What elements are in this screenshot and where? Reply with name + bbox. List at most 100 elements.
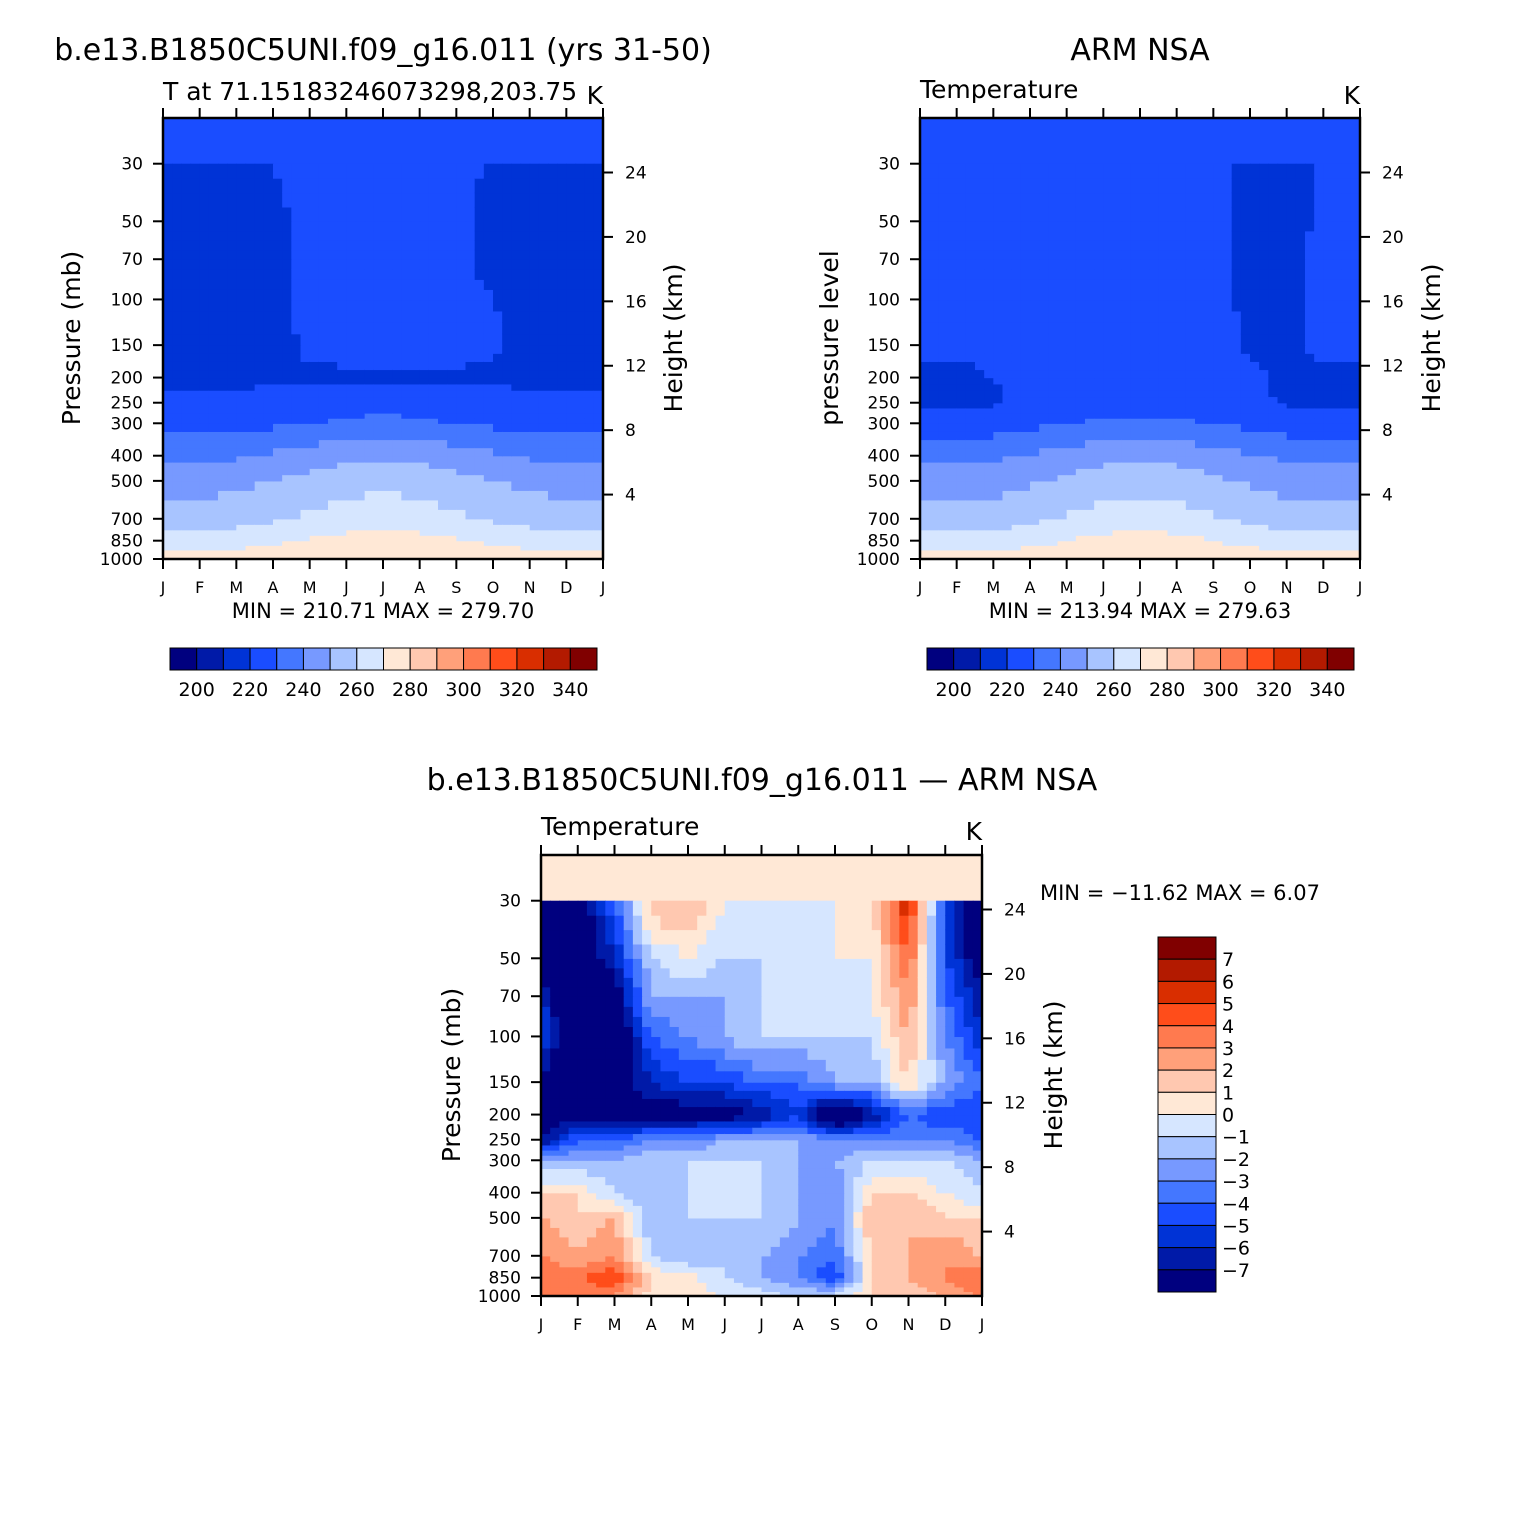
- model-cell: [254, 474, 265, 482]
- obs-cell: [938, 178, 949, 194]
- obs-cell: [1030, 361, 1040, 371]
- model-cell: [493, 402, 503, 409]
- diff-field: [541, 855, 982, 1296]
- model-cell: [428, 230, 439, 241]
- model-cell: [575, 259, 586, 270]
- model-cell: [383, 468, 393, 476]
- model-cell: [163, 192, 173, 208]
- obs-cell: [1112, 390, 1123, 398]
- model-cell: [465, 163, 476, 179]
- model-cell: [447, 361, 457, 371]
- obs-cell: [1240, 289, 1251, 301]
- obs-cell: [1057, 509, 1068, 520]
- model-cell: [300, 240, 311, 251]
- obs-cell: [1268, 535, 1279, 542]
- model-cell: [218, 407, 228, 414]
- model-cell: [520, 447, 531, 457]
- model-cell: [410, 377, 421, 385]
- obs-cell: [1103, 345, 1114, 354]
- model-cell: [163, 447, 173, 457]
- model-cell: [483, 529, 494, 536]
- obs-cell: [1121, 310, 1132, 323]
- obs-cell: [1350, 549, 1360, 556]
- obs-cell: [1048, 418, 1059, 424]
- model-cell: [593, 474, 603, 482]
- obs-cell: [1176, 240, 1187, 251]
- obs-cell: [1030, 310, 1040, 323]
- model-cell: [218, 299, 228, 312]
- obs-cell: [1103, 383, 1114, 391]
- obs-cell: [947, 413, 958, 419]
- obs-cell: [1121, 322, 1132, 335]
- model-cell: [337, 299, 347, 312]
- model-cell: [575, 192, 586, 208]
- obs-cell: [1314, 554, 1324, 559]
- obs-cell: [1149, 289, 1159, 301]
- obs-cell: [1103, 524, 1114, 531]
- model-cell: [172, 192, 182, 208]
- obs-cell: [1039, 490, 1049, 501]
- obs-cell: [1094, 345, 1104, 354]
- model-cell: [566, 524, 577, 531]
- obs-cell: [1350, 540, 1360, 546]
- model-cell: [493, 549, 503, 556]
- model-y-tick-label: 200: [111, 369, 143, 389]
- model-cell: [172, 439, 182, 449]
- model-cell: [163, 509, 173, 520]
- model-cell: [593, 163, 603, 179]
- obs-cell: [1176, 353, 1187, 362]
- model-cell: [263, 249, 274, 260]
- model-cell: [337, 407, 347, 414]
- model-cell: [465, 423, 476, 432]
- model-cell: [309, 418, 320, 424]
- diff-cell: [605, 1277, 616, 1283]
- model-cell: [383, 369, 393, 379]
- model-cell: [373, 540, 384, 546]
- model-cell: [557, 423, 567, 432]
- obs-cell: [1259, 396, 1269, 404]
- obs-cell: [1103, 192, 1114, 208]
- model-cell: [318, 192, 329, 208]
- obs-cell: [1130, 269, 1141, 280]
- diff-cell: [550, 1286, 560, 1293]
- model-cell: [401, 499, 412, 510]
- obs-cell: [1295, 361, 1306, 371]
- obs-cell: [1011, 240, 1022, 251]
- model-cell: [447, 529, 457, 536]
- model-cell: [557, 279, 567, 290]
- obs-cell: [1057, 407, 1068, 414]
- obs-cell: [938, 529, 949, 536]
- model-cell: [346, 240, 357, 251]
- obs-cell: [1085, 178, 1095, 194]
- model-cell: [511, 383, 522, 391]
- model-cell: [218, 361, 228, 371]
- obs-cell: [1332, 490, 1343, 501]
- model-cell: [364, 377, 375, 385]
- obs-cell: [1030, 468, 1040, 476]
- model-cell: [465, 377, 476, 385]
- model-cell: [456, 396, 467, 404]
- obs-cell: [1020, 540, 1031, 546]
- obs-cell: [1140, 259, 1150, 270]
- obs-cell: [1167, 418, 1178, 424]
- obs-cell: [956, 509, 967, 520]
- model-cell: [208, 192, 219, 208]
- obs-cell: [1030, 529, 1040, 536]
- model-cell: [337, 462, 347, 469]
- obs-cell: [1222, 377, 1233, 385]
- model-cell: [438, 549, 448, 556]
- obs-cell: [1094, 299, 1104, 312]
- obs-cell: [1204, 310, 1214, 323]
- model-cell: [282, 402, 292, 409]
- model-cell: [575, 545, 586, 551]
- model-cell: [364, 540, 375, 546]
- obs-cell: [975, 474, 985, 482]
- model-cell: [172, 396, 182, 404]
- obs-cell: [1149, 499, 1159, 510]
- model-cell: [474, 383, 485, 391]
- obs-cell: [1286, 540, 1297, 546]
- model-cell: [493, 413, 503, 419]
- obs-cell: [1130, 178, 1141, 194]
- model-cell: [190, 322, 201, 335]
- model-cell: [493, 439, 503, 449]
